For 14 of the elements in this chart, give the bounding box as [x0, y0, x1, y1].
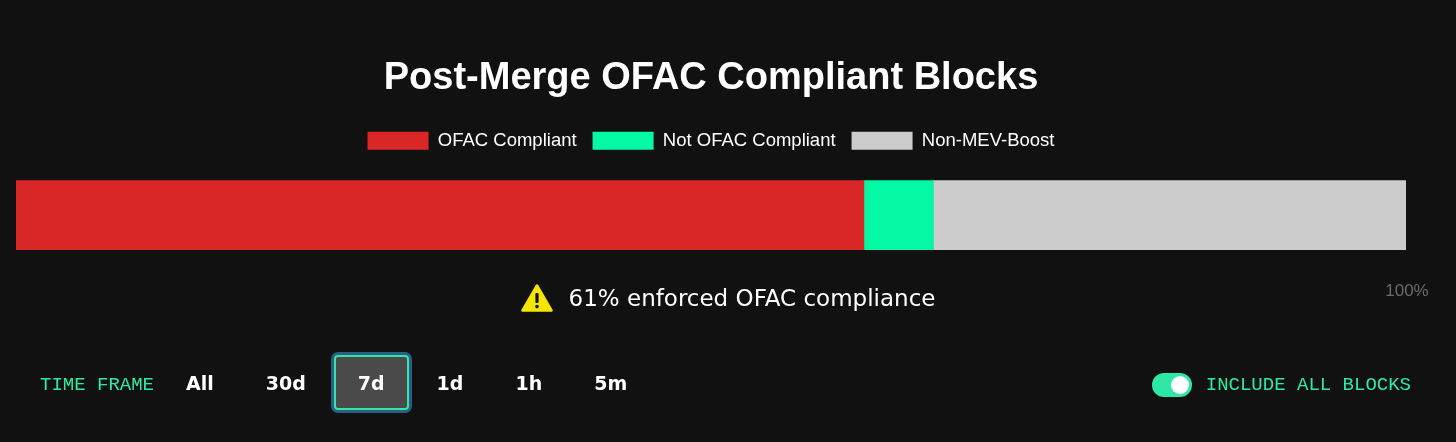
- legend-label: Not OFAC Compliant: [662, 128, 836, 150]
- chart-title: Post-Merge OFAC Compliant Blocks: [383, 55, 1039, 98]
- legend-label: Non-MEV-Boost: [921, 128, 1055, 150]
- text: 1d: [436, 371, 464, 394]
- text: 100%: [1385, 281, 1429, 300]
- text: TIME FRAME: [40, 373, 155, 397]
- text: 30d: [265, 371, 306, 394]
- button: 7d: [333, 355, 409, 410]
- text: INCLUDE ALL BLOCKS: [1205, 373, 1411, 397]
- text: 61% enforced OFAC compliance: [568, 284, 936, 313]
- legend-label: OFAC Compliant: [437, 128, 577, 150]
- text: All: [186, 371, 214, 394]
- text: 5m: [594, 371, 628, 394]
- text: 1h: [515, 371, 543, 394]
